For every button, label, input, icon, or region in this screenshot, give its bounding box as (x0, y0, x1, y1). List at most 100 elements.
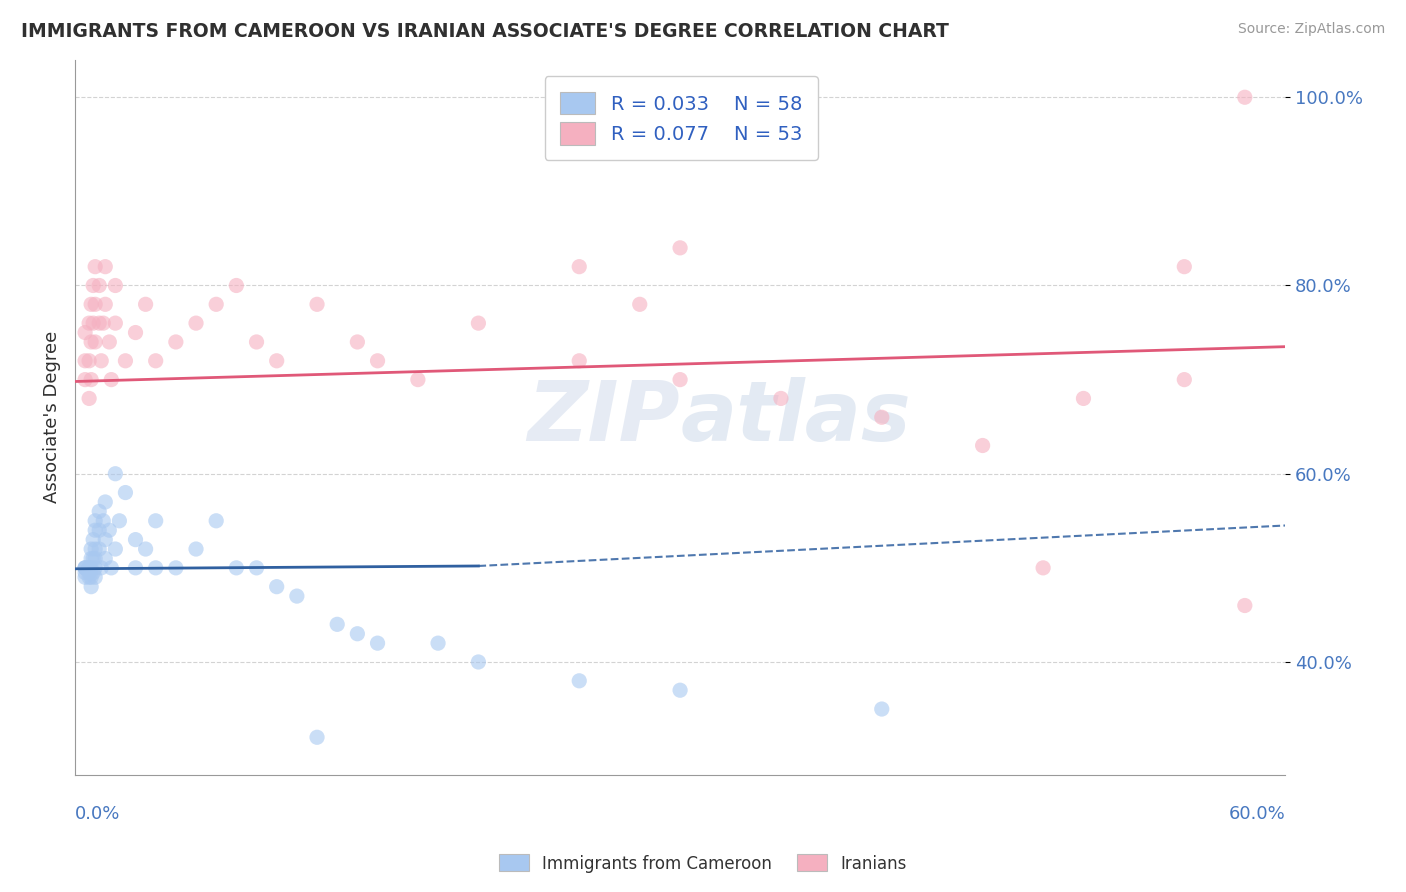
Point (467, 655, 489, 669)
Point (266, 353, 288, 368)
Text: IMMIGRANTS FROM CAMEROON VS IRANIAN ASSOCIATE'S DEGREE CORRELATION CHART: IMMIGRANTS FROM CAMEROON VS IRANIAN ASSO… (21, 22, 949, 41)
Point (669, 241, 692, 255)
Point (165, 561, 187, 575)
Point (89, 523, 111, 537)
Point (145, 353, 167, 368)
Point (568, 260, 591, 274)
Point (225, 561, 247, 575)
Point (77, 570, 100, 584)
Point (145, 514, 167, 528)
Point (91, 514, 114, 528)
Point (972, 438, 994, 452)
Point (1032, 561, 1054, 575)
Point (90, 353, 112, 368)
Point (124, 326, 146, 340)
Point (870, 410, 893, 425)
Point (205, 514, 228, 528)
Point (94, 297, 117, 311)
Point (346, 334, 368, 349)
Point (104, 316, 127, 330)
Point (245, 334, 267, 349)
Point (135, 542, 157, 557)
Point (82, 533, 104, 547)
Point (114, 353, 136, 368)
Point (94, 495, 117, 509)
Legend: R = 0.033    N = 58, R = 0.077    N = 53: R = 0.033 N = 58, R = 0.077 N = 53 (544, 77, 818, 161)
Point (89, 542, 111, 557)
Text: atlas: atlas (681, 376, 911, 458)
Point (98, 334, 121, 349)
Point (165, 334, 187, 349)
Point (305, 297, 328, 311)
Point (124, 533, 146, 547)
Point (84, 542, 107, 557)
Point (628, 297, 651, 311)
Point (80, 580, 103, 594)
Point (108, 514, 131, 528)
Point (100, 373, 122, 387)
Point (80, 551, 103, 566)
Point (84, 334, 107, 349)
Point (82, 316, 104, 330)
Text: Source: ZipAtlas.com: Source: ZipAtlas.com (1237, 22, 1385, 37)
Text: 0.0%: 0.0% (75, 805, 121, 823)
Point (225, 278, 247, 293)
Point (75, 570, 97, 584)
Point (568, 353, 591, 368)
Point (77, 561, 100, 575)
Point (870, 702, 893, 716)
Point (80, 542, 103, 557)
Point (1233, 90, 1256, 104)
Point (75, 566, 97, 580)
Point (91, 316, 114, 330)
Point (84, 551, 107, 566)
Point (75, 561, 97, 575)
Point (84, 561, 107, 575)
Point (769, 392, 792, 406)
Point (94, 260, 117, 274)
Point (82, 278, 104, 293)
Point (184, 316, 207, 330)
Point (1173, 373, 1195, 387)
Point (84, 260, 107, 274)
Point (104, 278, 127, 293)
Point (1173, 260, 1195, 274)
Point (104, 467, 127, 481)
Point (82, 551, 104, 566)
Point (346, 626, 368, 640)
Point (75, 561, 97, 575)
Point (77, 353, 100, 368)
Point (367, 353, 389, 368)
Point (305, 731, 328, 745)
Point (77, 392, 100, 406)
Point (94, 551, 117, 566)
Point (1233, 599, 1256, 613)
Legend: Immigrants from Cameroon, Iranians: Immigrants from Cameroon, Iranians (492, 847, 914, 880)
Point (75, 326, 97, 340)
Point (89, 316, 111, 330)
Point (205, 297, 228, 311)
Point (669, 373, 692, 387)
Text: 60.0%: 60.0% (1229, 805, 1285, 823)
Text: ZIP: ZIP (527, 376, 681, 458)
Point (245, 561, 267, 575)
Point (427, 636, 450, 650)
Point (84, 297, 107, 311)
Point (84, 523, 107, 537)
Point (114, 485, 136, 500)
Point (82, 566, 104, 580)
Point (80, 297, 103, 311)
Point (75, 353, 97, 368)
Point (84, 514, 107, 528)
Point (89, 504, 111, 518)
Point (75, 373, 97, 387)
Point (467, 316, 489, 330)
Point (145, 561, 167, 575)
Point (184, 542, 207, 557)
Point (77, 316, 100, 330)
Point (98, 523, 121, 537)
Point (568, 673, 591, 688)
Point (77, 566, 100, 580)
Point (84, 570, 107, 584)
Point (94, 533, 117, 547)
